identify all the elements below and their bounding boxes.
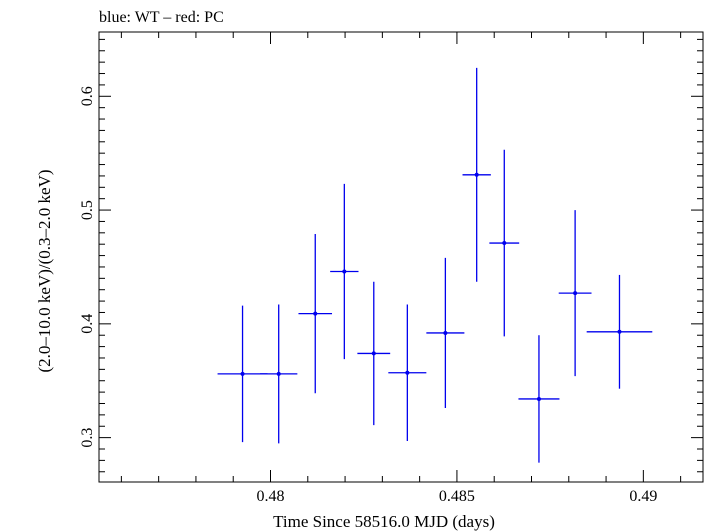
x-axis-label: Time Since 58516.0 MJD (days) — [273, 512, 495, 531]
plot-frame — [98, 31, 704, 483]
data-point — [489, 149, 520, 337]
data-point — [426, 257, 465, 409]
data-point — [298, 233, 333, 394]
data-marker — [405, 370, 410, 375]
y-tick-label: 0.3 — [79, 428, 96, 448]
data-marker — [276, 371, 281, 376]
y-axis: 0.3 0.4 0.5 0.6 — [79, 38, 703, 473]
y-tick-label: 0.6 — [79, 86, 96, 106]
data-marker — [536, 396, 541, 401]
data-point — [388, 304, 427, 442]
data-series — [217, 67, 653, 463]
data-point — [330, 183, 359, 360]
data-point — [518, 335, 560, 463]
y-tick-label: 0.4 — [79, 314, 96, 334]
x-tick-label: 0.48 — [257, 488, 285, 505]
x-tick-label: 0.485 — [439, 488, 475, 505]
data-marker — [474, 172, 479, 177]
x-tick-label: 0.49 — [629, 488, 657, 505]
y-tick-label: 0.5 — [79, 200, 96, 220]
x-axis: 0.48 0.485 0.49 — [120, 32, 682, 505]
data-marker — [342, 269, 347, 274]
data-marker — [502, 241, 507, 246]
y-axis-label: (2.0–10.0 keV)/(0.3–2.0 keV) — [35, 169, 54, 372]
data-point — [357, 281, 391, 426]
data-point — [217, 305, 268, 443]
data-marker — [617, 329, 622, 334]
chart-title: blue: WT – red: PC — [99, 9, 224, 26]
data-marker — [573, 291, 578, 296]
data-point — [558, 210, 592, 377]
data-marker — [240, 371, 245, 376]
data-marker — [443, 330, 448, 335]
data-marker — [371, 351, 376, 356]
data-marker — [313, 311, 318, 316]
data-point — [462, 67, 491, 282]
data-point — [586, 274, 653, 389]
data-point — [260, 304, 298, 444]
